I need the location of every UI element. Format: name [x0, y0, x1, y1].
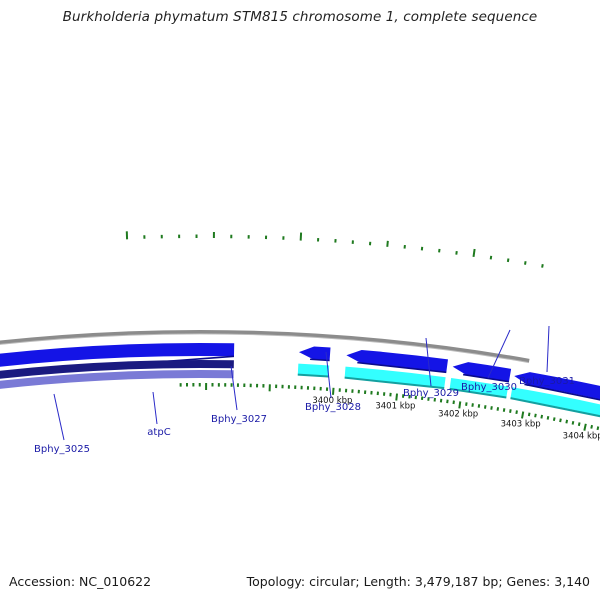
- reverse-gene-bphy-3024: [0, 360, 234, 379]
- backbone-ring: [0, 330, 530, 363]
- backbone-highlight: [0, 333, 529, 364]
- outer-tick: [489, 255, 493, 260]
- backbone-track: [0, 330, 530, 364]
- gene-label-layer: Bphy_3025 atpC Bphy_3027 Bphy_3028 Bphy_3029…: [34, 325, 575, 455]
- gene-label: Bphy_3025: [34, 444, 90, 455]
- inner-tick: [509, 409, 512, 413]
- cds-bphy-3029: [510, 387, 600, 416]
- gene-label-connector: [325, 351, 332, 399]
- outer-tick: [506, 258, 510, 263]
- gene-arrow-shadow: [309, 358, 330, 362]
- cds-shadow: [510, 397, 600, 418]
- inner-tick: [565, 419, 569, 424]
- cds-shadow: [449, 387, 507, 399]
- gene-label: Bphy_3028: [305, 402, 361, 413]
- cds-bphy-3028: [449, 377, 509, 398]
- inner-tick: [515, 410, 518, 415]
- outer-tick: [524, 261, 527, 265]
- cds-shadow: [297, 373, 329, 378]
- inner-tick: [465, 402, 468, 406]
- outer-tick-track: [125, 231, 544, 268]
- gene-label-connector: [230, 365, 238, 411]
- gene-label-connector: [53, 393, 65, 441]
- gene-label-connector: [546, 325, 550, 373]
- cds-feature-track: [297, 363, 600, 418]
- gene-label: Bphy_3030: [461, 382, 517, 393]
- kbp-tick-label: 3404 kbp: [563, 432, 600, 442]
- inner-tick: [395, 393, 399, 401]
- inner-tick: [521, 411, 525, 419]
- gene-label-connector: [487, 329, 511, 379]
- inner-tick: [590, 424, 594, 429]
- inner-tick: [552, 417, 556, 422]
- outer-tick: [472, 248, 476, 258]
- gene-arrow-bphy-3025: [0, 343, 235, 367]
- gene-arrow-shadow: [524, 383, 600, 401]
- gene-arrow-shadow: [357, 361, 447, 374]
- reverse-gene-bphy-3023: [0, 370, 234, 389]
- gene-arrow-shadow: [462, 373, 510, 383]
- inner-tick: [490, 406, 493, 410]
- inner-tick: [596, 426, 600, 431]
- kbp-tick-label: 3403 kbp: [501, 419, 541, 429]
- reverse-gene-track: [0, 360, 234, 389]
- inner-tick: [471, 403, 474, 407]
- kbp-tick-label: 3402 kbp: [438, 409, 478, 419]
- inner-tick: [483, 405, 487, 409]
- kbp-tick-label: 3400 kbp: [312, 396, 352, 406]
- inner-tick: [332, 387, 335, 395]
- inner-tick: [559, 418, 562, 423]
- inner-tick: [458, 401, 462, 409]
- gene-arrow-bphy-3028: [452, 362, 512, 382]
- sequence-summary-text: Topology: circular; Length: 3,479,187 bp…: [246, 574, 590, 589]
- outer-tick: [386, 240, 389, 247]
- inner-tick: [496, 407, 500, 411]
- inner-tick: [502, 408, 506, 412]
- gene-arrow-bphy-3029: [514, 372, 600, 400]
- cds-shadow: [344, 376, 445, 390]
- inner-tick: [571, 420, 575, 425]
- gene-label: Bphy_3029: [403, 388, 459, 399]
- gene-arrow-bphy-3027: [346, 349, 448, 373]
- inner-tick: [583, 423, 587, 431]
- accession-text: Accession: NC_010622: [9, 574, 152, 589]
- inner-tick: [577, 422, 581, 427]
- inner-tick: [540, 414, 544, 419]
- gene-label-connector: [152, 391, 158, 425]
- kbp-label-layer: 3400 kbp 3401 kbp 3402 kbp 3403 kbp 3404 kbp…: [312, 396, 600, 442]
- gene-label: Bphy_3027: [211, 414, 267, 425]
- inner-tick: [534, 413, 537, 418]
- gene-arrow-atpc: [298, 346, 331, 361]
- kbp-tick-label: 3401 kbp: [375, 402, 415, 412]
- cds-bphy-3027: [344, 366, 446, 389]
- gene-label: atpC: [147, 427, 170, 438]
- cds-atpc: [297, 363, 330, 377]
- gene-label: Bphy_3031: [519, 376, 575, 387]
- gene-label-connector: [425, 337, 432, 387]
- map-title: Burkholderia phymatum STM815 chromosome …: [62, 9, 538, 25]
- inner-tick: [477, 404, 481, 408]
- inner-tick-track: [179, 382, 600, 431]
- inner-tick: [546, 415, 550, 420]
- outer-tick: [541, 264, 544, 268]
- inner-tick: [527, 412, 531, 417]
